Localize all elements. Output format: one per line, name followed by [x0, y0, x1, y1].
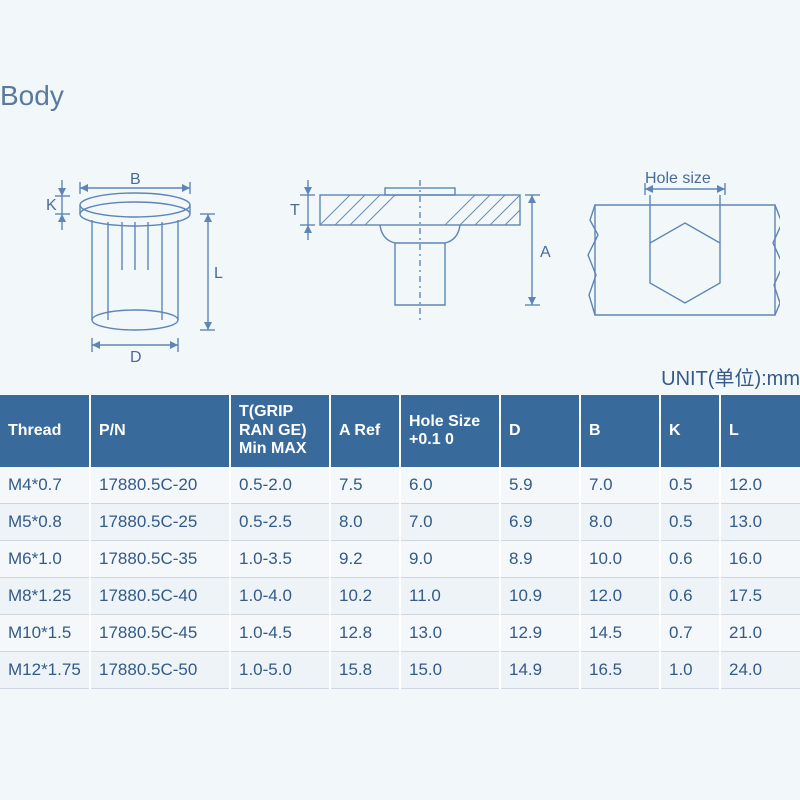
cell-hole: 15.0: [400, 652, 500, 689]
table-header-row: Thread P/N T(GRIP RAN GE) Min MAX A Ref …: [0, 395, 800, 467]
cell-thread: M6*1.0: [0, 541, 90, 578]
col-thread: Thread: [0, 395, 90, 467]
cell-d: 14.9: [500, 652, 580, 689]
cell-t: 0.5-2.0: [230, 467, 330, 504]
cell-thread: M8*1.25: [0, 578, 90, 615]
cell-l: 12.0: [720, 467, 800, 504]
cell-d: 10.9: [500, 578, 580, 615]
col-t: T(GRIP RAN GE) Min MAX: [230, 395, 330, 467]
cell-hole: 6.0: [400, 467, 500, 504]
page-title: Body: [0, 80, 64, 112]
table-row: M10*1.517880.5C-451.0-4.512.813.012.914.…: [0, 615, 800, 652]
col-b: B: [580, 395, 660, 467]
table-row: M6*1.017880.5C-351.0-3.59.29.08.910.00.6…: [0, 541, 800, 578]
cell-d: 5.9: [500, 467, 580, 504]
cell-a: 7.5: [330, 467, 400, 504]
dim-label-L: L: [214, 265, 223, 282]
dim-label-A: A: [540, 244, 551, 261]
cell-hole: 7.0: [400, 504, 500, 541]
dim-label-K: K: [46, 197, 57, 214]
cell-l: 13.0: [720, 504, 800, 541]
cell-d: 12.9: [500, 615, 580, 652]
cell-d: 6.9: [500, 504, 580, 541]
cell-pn: 17880.5C-40: [90, 578, 230, 615]
table-row: M5*0.817880.5C-250.5-2.58.07.06.98.00.51…: [0, 504, 800, 541]
cell-pn: 17880.5C-45: [90, 615, 230, 652]
col-k: K: [660, 395, 720, 467]
cell-k: 0.5: [660, 504, 720, 541]
table-row: M4*0.717880.5C-200.5-2.07.56.05.97.00.51…: [0, 467, 800, 504]
cell-a: 10.2: [330, 578, 400, 615]
cell-l: 24.0: [720, 652, 800, 689]
cell-l: 17.5: [720, 578, 800, 615]
unit-label: UNIT(单位):mm: [661, 362, 800, 391]
cell-l: 21.0: [720, 615, 800, 652]
cell-t: 1.0-4.0: [230, 578, 330, 615]
cell-pn: 17880.5C-50: [90, 652, 230, 689]
cell-thread: M4*0.7: [0, 467, 90, 504]
cell-b: 12.0: [580, 578, 660, 615]
cell-b: 10.0: [580, 541, 660, 578]
cell-hole: 13.0: [400, 615, 500, 652]
cell-hole: 11.0: [400, 578, 500, 615]
cell-pn: 17880.5C-25: [90, 504, 230, 541]
table-row: M12*1.7517880.5C-501.0-5.015.815.014.916…: [0, 652, 800, 689]
cell-a: 8.0: [330, 504, 400, 541]
cell-t: 0.5-2.5: [230, 504, 330, 541]
cell-t: 1.0-3.5: [230, 541, 330, 578]
cell-k: 0.6: [660, 541, 720, 578]
cell-hole: 9.0: [400, 541, 500, 578]
spec-table: Thread P/N T(GRIP RAN GE) Min MAX A Ref …: [0, 395, 800, 689]
cell-d: 8.9: [500, 541, 580, 578]
cell-a: 12.8: [330, 615, 400, 652]
cell-thread: M5*0.8: [0, 504, 90, 541]
technical-diagrams: B K: [20, 160, 780, 380]
cell-a: 9.2: [330, 541, 400, 578]
cell-t: 1.0-5.0: [230, 652, 330, 689]
cell-k: 1.0: [660, 652, 720, 689]
cell-l: 16.0: [720, 541, 800, 578]
col-d: D: [500, 395, 580, 467]
col-l: L: [720, 395, 800, 467]
cell-thread: M10*1.5: [0, 615, 90, 652]
table-row: M8*1.2517880.5C-401.0-4.010.211.010.912.…: [0, 578, 800, 615]
dim-label-T: T: [290, 202, 300, 219]
cell-a: 15.8: [330, 652, 400, 689]
cell-t: 1.0-4.5: [230, 615, 330, 652]
cell-b: 8.0: [580, 504, 660, 541]
cell-pn: 17880.5C-35: [90, 541, 230, 578]
dim-label-D: D: [130, 349, 142, 366]
cell-pn: 17880.5C-20: [90, 467, 230, 504]
cell-k: 0.7: [660, 615, 720, 652]
col-pn: P/N: [90, 395, 230, 467]
dim-label-hole: Hole size: [645, 170, 711, 187]
cell-b: 16.5: [580, 652, 660, 689]
col-a: A Ref: [330, 395, 400, 467]
cell-k: 0.6: [660, 578, 720, 615]
cell-b: 7.0: [580, 467, 660, 504]
cell-thread: M12*1.75: [0, 652, 90, 689]
cell-b: 14.5: [580, 615, 660, 652]
col-hole: Hole Size +0.1 0: [400, 395, 500, 467]
dim-label-B: B: [130, 171, 141, 188]
cell-k: 0.5: [660, 467, 720, 504]
